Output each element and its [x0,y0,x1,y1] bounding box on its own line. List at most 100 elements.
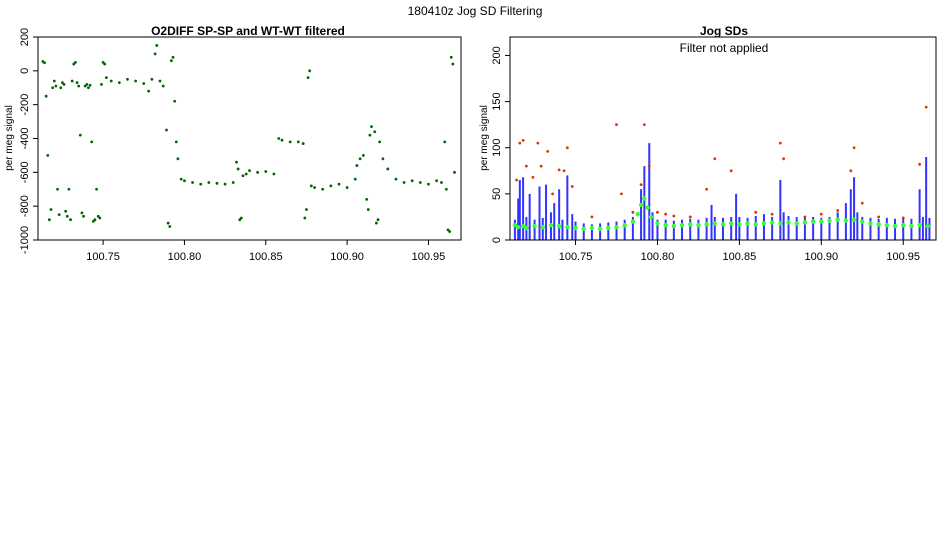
y-tick-label: 0 [19,68,31,74]
panel-o2diff-ylabel: per meg signal [4,105,15,171]
plot-frame [37,36,462,241]
y-tick-label: -800 [19,195,31,217]
data-point [272,172,276,176]
data-point [536,141,540,145]
data-point [565,146,569,150]
data-point [235,160,238,164]
y-tick-label: -1000 [19,226,31,254]
data-point [239,216,243,220]
y-tick-label: 100 [491,139,503,157]
data-point [280,138,284,142]
data-point [98,216,102,220]
data-point [548,223,554,228]
data-point [49,208,53,211]
data-point [782,157,786,161]
data-point [876,222,881,227]
x-tick-label: 100.90 [330,251,364,263]
data-point [402,181,406,184]
data-point [614,224,619,230]
data-point [394,177,398,181]
y-tick-label: 0 [491,237,503,243]
data-point [590,215,594,219]
y-tick-label: 200 [491,46,503,64]
y-tick-label: 150 [491,92,503,110]
data-point [688,215,692,219]
data-point [142,82,146,85]
data-point [223,182,227,186]
data-point [451,62,455,66]
data-point [924,105,928,109]
data-point [515,224,521,230]
data-point [630,219,636,224]
data-point [631,210,635,214]
data-point [51,86,55,90]
data-point [540,224,545,230]
series-2 [512,196,931,232]
x-tick-label: 100.75 [86,251,120,263]
x-tick-label: 100.95 [412,251,446,263]
data-point [306,76,310,79]
figure-suptitle: 180410z Jog SD Filtering [408,4,543,18]
x-tick-label: 100.85 [723,251,757,263]
data-point [74,60,77,64]
plot-frame [509,36,937,241]
data-point [518,141,522,145]
data-point [557,168,561,172]
data-point [909,223,914,229]
panel-o2diff-title: O2DIFF SP-SP and WT-WT filtered [151,24,345,38]
data-point [126,77,129,81]
data-point [671,223,677,229]
data-point [158,79,162,83]
data-point [368,133,372,137]
data-point [448,230,452,233]
data-point [236,167,240,171]
panel-o2diff-marks [41,44,456,233]
data-point [358,157,362,161]
data-point [819,212,823,216]
data-point [82,214,85,218]
data-point [80,211,84,215]
data-point [104,76,108,79]
data-point [539,164,543,168]
data-point [827,218,832,223]
data-point [345,186,349,189]
data-point [877,215,881,219]
data-point [647,164,651,168]
data-point [153,52,157,56]
data-point [786,220,791,225]
data-point [373,130,377,134]
data-point [57,213,61,217]
data-point [90,140,94,144]
data-point [656,210,659,214]
panel-o2diff: O2DIFF SP-SP and WT-WT filtered per meg … [4,24,462,263]
data-point [884,223,890,228]
data-point [176,157,180,161]
data-point [95,187,98,191]
data-point [47,218,51,222]
data-point [150,77,154,81]
data-point [418,181,422,184]
data-point [248,169,251,173]
data-point [892,223,898,229]
data-point [264,170,268,173]
data-point [427,182,430,186]
data-point [648,214,654,220]
data-point [52,79,56,83]
data-point [303,216,307,220]
data-point [532,223,537,229]
series-0 [41,44,456,233]
data-point [174,140,178,144]
data-point [597,226,603,232]
data-point [67,187,71,191]
data-point [85,82,89,86]
data-point [521,138,525,142]
data-point [54,84,58,88]
y-tick-label: -400 [19,127,31,149]
data-point [43,61,46,65]
data-point [843,218,849,223]
data-point [386,167,390,171]
data-point [868,221,873,226]
data-point [308,69,312,73]
data-point [453,170,456,174]
